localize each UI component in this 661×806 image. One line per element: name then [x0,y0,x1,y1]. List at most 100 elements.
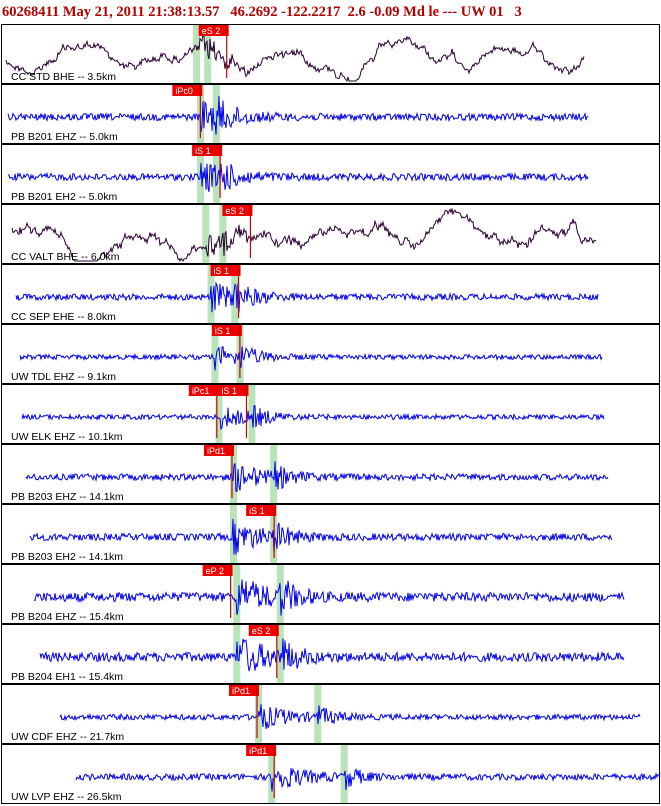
station-label: UW CDF EHZ -- 21.7km [11,731,124,743]
pick-label: eS 2 [202,26,221,36]
pick-label-box[interactable] [211,325,242,336]
pick-label-box[interactable] [246,505,277,516]
waveform-trace [59,704,641,729]
pick-label-box[interactable] [246,745,277,756]
trace-panel: iPc0 PB B201 EHZ -- 5.0km [1,84,660,144]
pick-label: iPc0 [175,86,193,96]
pick-label-box[interactable] [198,25,229,36]
pick-window-band [211,325,219,383]
waveform-trace [15,281,599,313]
trace-panel: iS 1 PB B201 EH2 -- 5.0km [1,144,660,204]
pick-window-band [231,265,239,323]
event-id: 60268411 [2,4,60,20]
station-label: PB B201 EHZ -- 5.0km [11,131,118,143]
pick-window-band [270,445,278,503]
pick-window-band [193,25,201,83]
trace-panel: iS 1 UW TDL EHZ -- 9.1km [1,324,660,384]
pick-label-box[interactable] [172,85,203,96]
trace-panel: iPd1 UW CDF EHZ -- 21.7km [1,684,660,744]
waveform-trace [11,208,597,263]
panel-border [1,144,660,204]
pick-window-band [212,145,220,203]
waveform-trace [39,638,625,672]
pick-window-band [248,385,256,443]
station-label: CC SEP EHE -- 8.0km [11,311,116,323]
pick-label-box[interactable] [202,565,233,576]
pick-label: eS 2 [252,626,271,636]
waveform-trace [25,461,609,492]
pick-label: iS 1 [214,266,230,276]
panel-border [1,204,660,264]
pick-label: eP 2 [206,566,224,576]
station-label: CC VALT BHE -- 6.0km [11,251,120,263]
trace-panel: iPd1 PB B203 EHZ -- 14.1km [1,444,660,504]
pick-label-box[interactable] [218,385,249,396]
waveform-trace [19,346,603,371]
pick-window-band [233,565,241,623]
panel-border [1,624,660,684]
pick-label: iPd1 [249,746,267,756]
pick-window-band [212,85,220,143]
pick-window-band [215,385,223,443]
pick-label: iS 1 [215,326,231,336]
panel-border [1,744,660,804]
panel-border [1,564,660,624]
station-label: PB B201 EH2 -- 5.0km [11,191,117,203]
trace-panel: eS 2 CC VALT BHE -- 6.0km [1,204,660,264]
pick-label: eS 2 [225,206,244,216]
pick-window-band [314,685,322,743]
trace-panel: iS 1 CC SEP EHE -- 8.0km [1,264,660,324]
event-magnitude: 2.6 -0.09 Md le --- [347,4,458,20]
pick-label: iS 1 [221,386,237,396]
waveform-trace [7,162,589,192]
pick-window-band [202,205,210,263]
pick-label-box[interactable] [203,445,234,456]
waveform-trace [21,405,605,431]
pick-label-box[interactable] [210,265,241,276]
event-version: 3 [514,4,522,20]
trace-panel: eP 2 PB B204 EHZ -- 15.4km [1,564,660,624]
trace-panel: iPd1 UW LVP EHZ -- 26.5km [1,744,661,804]
pick-label: iPc1 [192,386,210,396]
station-label: CC STD BHE -- 3.5km [11,71,116,83]
panel-border [1,444,660,504]
trace-panel: eS 2 CC STD BHE -- 3.5km [1,24,660,84]
pick-label: iS 1 [195,146,211,156]
station-label: PB B203 EHZ -- 14.1km [11,491,124,503]
pick-label: iS 1 [249,506,265,516]
panel-border [1,384,660,444]
trace-panel: eS 2 PB B204 EH1 -- 15.4km [1,624,660,684]
waveform-trace [7,95,589,135]
trace-panel: iPc1 iS 1 UW ELK EHZ -- 10.1km [1,384,660,444]
pick-label-box[interactable] [188,385,219,396]
pick-window-band [276,625,284,683]
panel-border [1,24,660,84]
pick-label-box[interactable] [248,625,279,636]
event-location: 46.2692 -122.2217 [230,4,341,20]
panel-border [1,684,660,744]
panel-border [1,264,660,324]
waveform-trace [5,33,585,82]
pick-label-box[interactable] [192,145,223,156]
station-label: PB B204 EHZ -- 15.4km [11,611,124,623]
trace-panel: iS 1 PB B203 EH2 -- 14.1km [1,504,660,564]
panel-border [1,324,660,384]
seismogram-stack: eS 2 CC STD BHE -- 3.5km iPc0 PB B201 EHZ -… [1,24,661,804]
event-network: UW 01 [460,4,504,20]
pick-window-band [268,745,276,803]
event-datetime: May 21, 2011 21:38:13.57 [62,4,220,20]
pick-label: iPd1 [232,686,250,696]
station-label: UW TDL EHZ -- 9.1km [11,371,116,383]
pick-label-box[interactable] [229,685,260,696]
waveform-trace [33,579,625,616]
event-header: 60268411 May 21, 2011 21:38:13.57 46.269… [0,0,661,24]
station-label: UW LVP EHZ -- 26.5km [11,791,122,803]
station-label: PB B204 EH1 -- 15.4km [11,671,123,683]
pick-label: iPd1 [207,446,225,456]
panel-border [1,84,660,144]
waveform-trace [29,518,613,555]
station-label: PB B203 EH2 -- 14.1km [11,551,123,563]
panel-border [1,504,660,564]
waveform-trace [75,767,661,792]
pick-label-box[interactable] [222,205,253,216]
